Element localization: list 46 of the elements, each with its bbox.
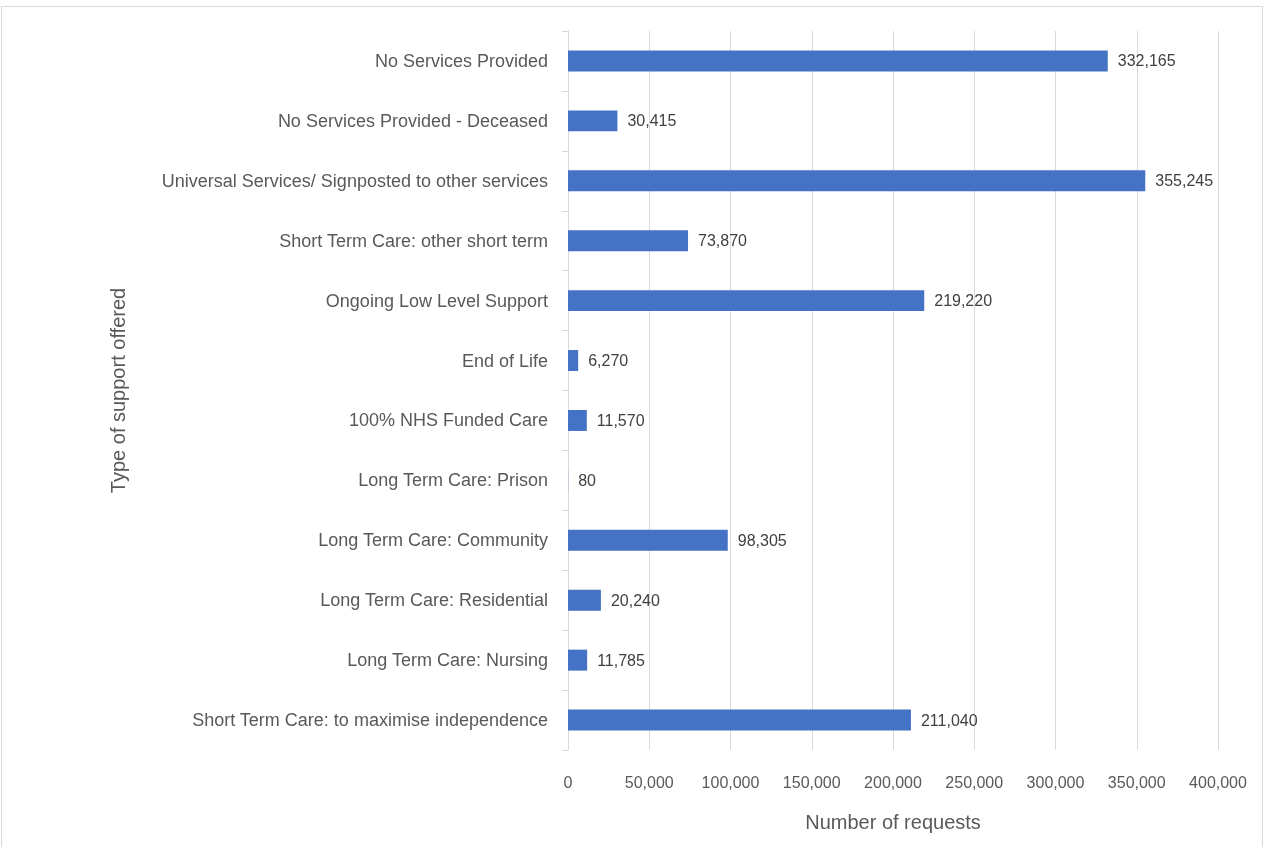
data-label: 6,270	[588, 352, 629, 370]
y-tick-label: Ongoing Low Level Support	[325, 290, 548, 311]
x-tick-label: 350,000	[1107, 773, 1166, 791]
data-label: 30,415	[627, 112, 677, 130]
x-tick-label: 50,000	[624, 773, 674, 791]
x-tick-label: 100,000	[701, 773, 760, 791]
y-tick-label: No Services Provided - Deceased	[277, 110, 548, 131]
y-tick-label: 100% NHS Funded Care	[348, 410, 548, 431]
y-axis-title: Type of support offered	[107, 287, 129, 494]
y-tick-label: Short Term Care: other short term	[279, 230, 548, 251]
bar	[568, 50, 1108, 72]
y-tick-label: Long Term Care: Nursing	[347, 650, 548, 671]
x-tick-label: 400,000	[1189, 773, 1248, 791]
data-label: 80	[578, 471, 597, 489]
y-tick-label: Long Term Care: Community	[318, 530, 548, 551]
data-label: 20,240	[610, 591, 660, 609]
bar	[568, 709, 911, 731]
x-axis-title: Number of requests	[805, 811, 981, 833]
bar	[568, 110, 618, 132]
data-label: 355,245	[1155, 172, 1214, 190]
bar	[568, 170, 1146, 192]
x-tick-label: 0	[563, 773, 573, 791]
x-tick-label: 250,000	[945, 773, 1004, 791]
data-label: 219,220	[934, 292, 993, 310]
x-tick-label: 150,000	[782, 773, 841, 791]
y-tick-label: End of Life	[461, 350, 548, 371]
y-tick-label: Short Term Care: to maximise independence	[192, 710, 548, 731]
data-label: 11,570	[596, 411, 645, 429]
bar	[568, 230, 689, 252]
y-tick-label: No Services Provided	[374, 50, 548, 71]
bar	[568, 350, 579, 372]
data-label: 11,785	[597, 651, 645, 669]
x-tick-label: 200,000	[864, 773, 923, 791]
bar	[568, 529, 728, 551]
data-label: 332,165	[1117, 52, 1176, 70]
y-tick-label: Universal Services/ Signposted to other services	[161, 170, 548, 191]
y-tick-label: Long Term Care: Prison	[358, 470, 548, 491]
bar	[568, 409, 587, 431]
bar	[568, 649, 588, 671]
bar	[568, 589, 601, 611]
data-label: 98,305	[737, 531, 787, 549]
y-tick-label: Long Term Care: Residential	[320, 590, 548, 611]
x-tick-label: 300,000	[1026, 773, 1085, 791]
data-label: 73,870	[698, 232, 748, 250]
bar	[568, 290, 925, 312]
data-label: 211,040	[920, 711, 978, 729]
